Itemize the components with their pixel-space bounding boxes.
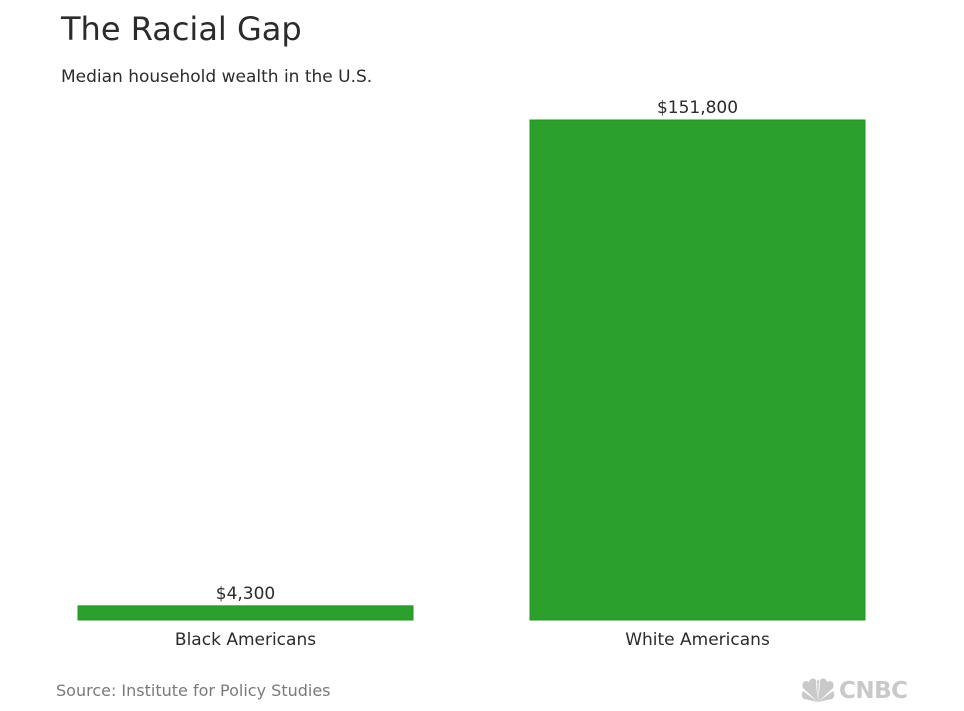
bar-black-americans — [77, 605, 414, 621]
chart-subtitle: Median household wealth in the U.S. — [61, 67, 373, 87]
category-label: Black Americans — [175, 630, 316, 650]
cnbc-logo: CNBC — [800, 676, 908, 706]
value-label: $151,800 — [657, 98, 738, 118]
logo-text: CNBC — [839, 678, 908, 704]
source-note: Source: Institute for Policy Studies — [56, 681, 331, 700]
category-label: White Americans — [625, 630, 770, 650]
bar-white-americans — [529, 119, 866, 621]
chart-title: The Racial Gap — [61, 10, 302, 48]
peacock-icon — [801, 678, 835, 702]
value-label: $4,300 — [216, 584, 275, 604]
